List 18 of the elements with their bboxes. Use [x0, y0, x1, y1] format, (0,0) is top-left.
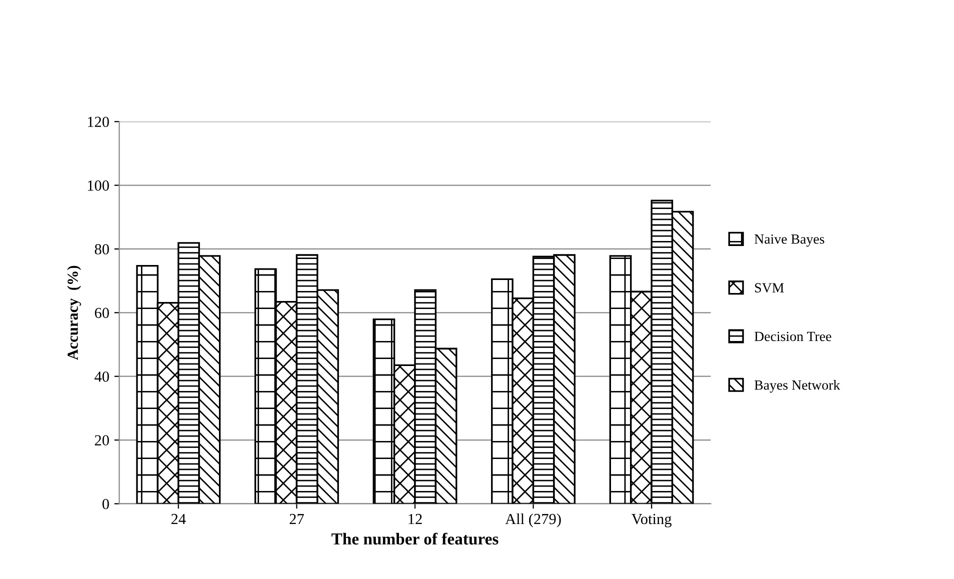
legend-label: Naive Bayes — [754, 234, 824, 247]
y-tick-label: 20 — [94, 435, 109, 446]
x-tick-label: All (279) — [505, 513, 561, 528]
y-tick-label: 0 — [102, 498, 109, 510]
legend-label: Decision Tree — [754, 332, 832, 342]
y-tick-label: 100 — [88, 180, 109, 191]
y-tick-label: 60 — [94, 308, 109, 318]
x-tick-label: 12 — [408, 514, 422, 524]
legend-label: Bayes Network — [754, 380, 840, 393]
x-tick-label: Voting — [632, 514, 672, 528]
x-tick-label: 27 — [290, 514, 304, 524]
y-tick-label: 80 — [94, 244, 109, 254]
x-axis-title: The number of features — [332, 532, 498, 545]
y-axis-title: Accuracy (%) — [67, 266, 82, 360]
x-tick-label: 24 — [171, 514, 186, 524]
y-tick-label: 120 — [88, 116, 109, 128]
y-tick-label: 40 — [94, 371, 109, 382]
legend-label: SVM — [755, 283, 784, 293]
